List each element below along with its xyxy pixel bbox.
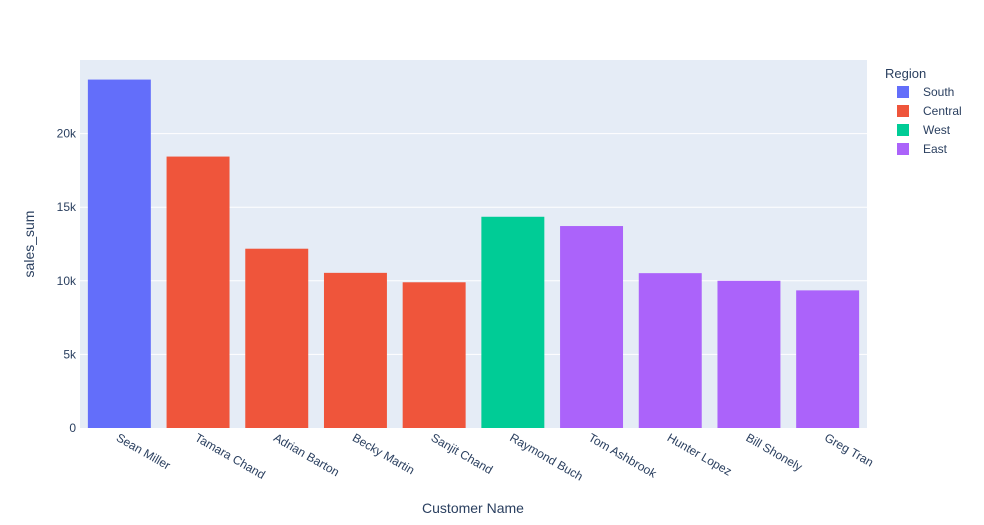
x-tick-label: Adrian Barton [271,430,342,479]
bar [323,272,387,428]
y-tick-label: 5k [63,347,77,361]
legend-swatch [897,105,909,117]
x-axis-title: Customer Name [422,500,524,516]
legend-swatch [897,143,909,155]
bar [560,226,624,428]
legend-label: West [923,123,951,137]
legend: Region South Central West East [885,66,962,156]
bar [796,290,860,428]
y-tick-label: 0 [69,421,76,435]
bar [717,280,781,428]
y-axis-title: sales_sum [21,211,37,278]
bar [87,79,151,428]
bar [402,282,466,428]
legend-label: Central [923,104,962,118]
bars [87,79,860,428]
x-tick-label: Raymond Buch [507,430,585,483]
x-tick-label: Sanjit Chand [429,430,496,476]
bar [638,273,702,428]
y-tick-label: 20k [57,127,77,141]
x-tick-label: Tom Ashbrook [586,430,660,481]
x-tick-label: Greg Tran [822,430,876,469]
legend-title: Region [885,66,926,81]
x-tick-label: Becky Martin [350,430,417,477]
y-tick-label: 15k [57,200,77,214]
legend-swatch [897,124,909,136]
x-tick-label: Bill Shonely [743,430,804,473]
legend-swatch [897,86,909,98]
x-tick-label: Hunter Lopez [665,430,734,478]
bar [481,216,545,428]
x-tick-label: Sean Miller [114,430,173,472]
x-tick-label: Tamara Chand [193,430,268,481]
legend-label: East [923,142,948,156]
x-axis-ticks: Sean Miller Tamara Chand Adrian Barton Beck… [114,430,876,483]
bar [166,156,230,428]
bar [245,248,309,428]
legend-label: South [923,85,954,99]
y-tick-label: 10k [57,274,77,288]
y-axis-ticks: 0 5k 10k 15k 20k [57,127,77,435]
